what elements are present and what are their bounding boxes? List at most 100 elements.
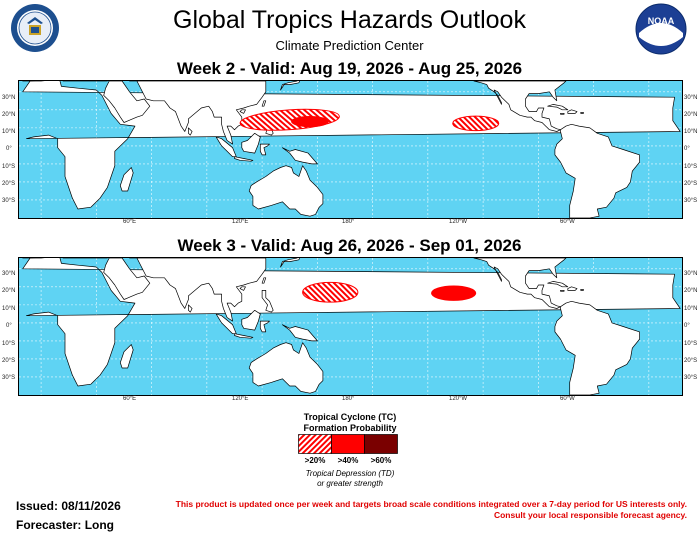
landmass-arabia: [103, 258, 151, 300]
landmass-hispaniola: [567, 286, 578, 291]
lat-label-eq: 0°: [6, 323, 12, 329]
week2-title: Week 2 - Valid: Aug 19, 2026 - Aug 25, 2…: [176, 59, 523, 78]
landmass-jamaica: [560, 290, 565, 292]
page-title: Global Tropics Hazards Outlook: [173, 6, 526, 34]
landmass-philippines: [261, 290, 274, 313]
landmass-australia: [248, 342, 324, 394]
landmass-asia: [129, 81, 267, 145]
disclaimer: This product is updated once per week an…: [176, 499, 687, 521]
landmass-madagascar: [119, 344, 134, 369]
landmass-puerto-rico: [580, 112, 584, 114]
noaa-logo-text: NOAA: [648, 16, 675, 26]
legend-label-60: >60%: [370, 456, 392, 465]
page-subtitle: Climate Prediction Center: [275, 38, 424, 53]
lat-label-20s: 20°S: [2, 181, 16, 187]
lon-label-60e: 60°E: [123, 219, 137, 225]
landmass-arabia: [103, 81, 151, 123]
hazard-area-40pct: [291, 116, 329, 128]
lat-label-10n: 10°N: [684, 129, 698, 135]
legend-swatch-20: [298, 434, 332, 454]
legend-note-line2: or greater strength: [317, 479, 383, 488]
lat-label-30n: 30°N: [684, 95, 698, 101]
legend-label-40: >40%: [337, 456, 359, 465]
lat-label-10s: 10°S: [684, 164, 698, 170]
landmass-new-guinea: [282, 147, 318, 165]
landmass-cuba: [547, 281, 569, 288]
department-of-commerce-seal: [10, 3, 60, 53]
lat-label-10s: 10°S: [2, 164, 16, 170]
lat-label-30n: 30°N: [684, 271, 698, 277]
disclaimer-line2: Consult your local responsible forecast …: [493, 510, 687, 520]
landmass-sri-lanka: [188, 127, 193, 136]
landmass-taiwan: [261, 277, 267, 284]
landmass-sri-lanka: [188, 304, 193, 313]
week3-title: Week 3 - Valid: Aug 26, 2026 - Sep 01, 2…: [177, 236, 522, 255]
lon-label-120e: 120°E: [232, 219, 249, 225]
hazard-area-40pct: [431, 285, 477, 301]
lat-label-30s: 30°S: [684, 198, 698, 204]
lon-label-180: 180°: [342, 396, 355, 402]
landmass-sumatra: [215, 136, 237, 158]
hazard-area-20pct: [452, 115, 500, 132]
lat-label-10n: 10°N: [2, 129, 16, 135]
landmass-hispaniola: [567, 109, 578, 114]
landmass-java: [234, 156, 254, 162]
landmass-north-america: [473, 81, 567, 132]
forecaster-name: Forecaster: Long: [16, 518, 115, 532]
landmass-north-america: [473, 258, 567, 309]
lat-label-20s: 20°S: [684, 358, 698, 364]
legend-title-line2: Formation Probability: [303, 423, 397, 433]
lat-label-30n: 30°N: [2, 271, 16, 277]
legend-title-line1: Tropical Cyclone (TC): [303, 412, 397, 422]
hazard-area-20pct: [302, 281, 359, 303]
lat-label-20s: 20°S: [684, 181, 698, 187]
landmass-borneo: [241, 132, 261, 154]
landmass-new-guinea: [282, 324, 318, 342]
landmass-japan: [280, 258, 300, 268]
landmass-cuba: [547, 104, 569, 111]
legend-note: Tropical Depression (TD) or greater stre…: [250, 469, 450, 489]
legend-swatch-60: [364, 434, 398, 454]
legend-label-20: >20%: [304, 456, 326, 465]
landmass-sulawesi: [259, 143, 270, 156]
lon-label-120w: 120°W: [449, 219, 468, 225]
lat-label-10s: 10°S: [2, 341, 16, 347]
lon-label-60e: 60°E: [123, 396, 137, 402]
lon-label-120e: 120°E: [232, 396, 249, 402]
landmass-taiwan: [261, 100, 267, 107]
legend-note-line1: Tropical Depression (TD): [305, 469, 395, 478]
lat-label-eq: 0°: [6, 146, 12, 152]
landmass-hainan: [239, 286, 246, 291]
lon-label-180: 180°: [342, 219, 355, 225]
landmass-australia: [248, 165, 324, 217]
lat-label-30n: 30°N: [2, 95, 16, 101]
lat-label-20n: 20°N: [684, 112, 698, 118]
lat-label-20n: 20°N: [2, 112, 16, 118]
lat-label-10n: 10°N: [2, 306, 16, 312]
lat-label-20n: 20°N: [2, 288, 16, 294]
landmass-madagascar: [119, 167, 134, 192]
landmass-sumatra: [215, 313, 237, 335]
lat-label-eq: 0°: [684, 323, 690, 329]
landmass-hainan: [239, 109, 246, 114]
lat-label-10n: 10°N: [684, 306, 698, 312]
landmass-asia: [129, 258, 267, 322]
landmass-sulawesi: [259, 320, 270, 333]
lat-label-20n: 20°N: [684, 288, 698, 294]
legend-title: Tropical Cyclone (TC) Formation Probabil…: [250, 412, 450, 434]
landmass-south-america: [554, 300, 640, 395]
landmass-jamaica: [560, 113, 565, 115]
landmass-south-america: [554, 123, 640, 218]
lat-label-30s: 30°S: [2, 375, 16, 381]
lon-label-120w: 120°W: [449, 396, 468, 402]
lat-label-10s: 10°S: [684, 341, 698, 347]
lat-label-20s: 20°S: [2, 358, 16, 364]
week2-map: [18, 80, 683, 219]
lat-label-eq: 0°: [684, 146, 690, 152]
legend-swatches: [298, 434, 398, 459]
issued-date: Issued: 08/11/2026: [16, 499, 121, 513]
noaa-logo: NOAA: [635, 3, 687, 55]
week3-map: [18, 257, 683, 396]
lat-label-30s: 30°S: [684, 375, 698, 381]
lon-label-60w: 60°W: [560, 396, 575, 402]
